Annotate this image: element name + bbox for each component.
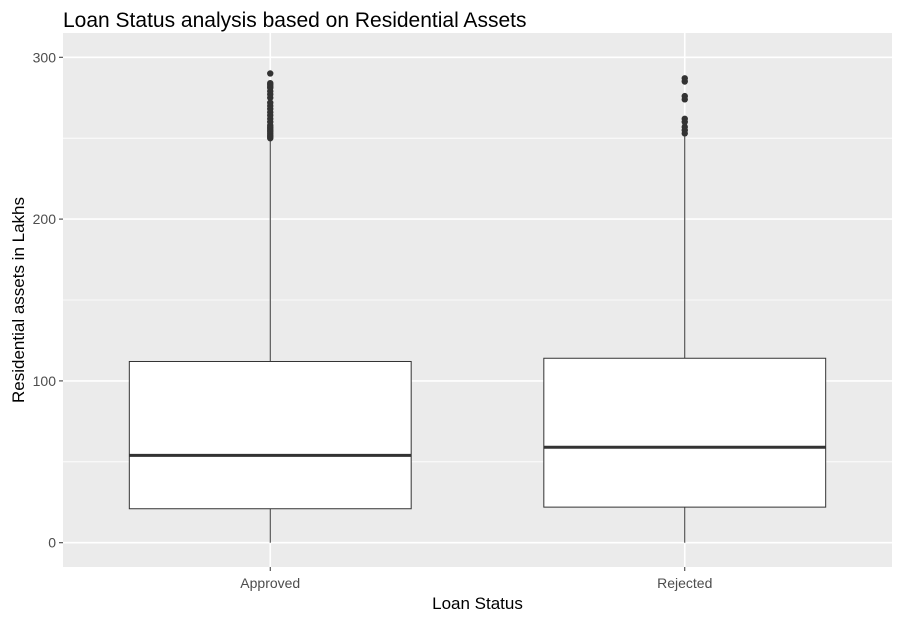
y-tick-label: 100: [33, 373, 57, 389]
boxes-layer: [128, 70, 827, 543]
chart-title: Loan Status analysis based on Residentia…: [63, 9, 526, 32]
y-tick-label: 300: [33, 49, 57, 65]
y-axis: 0 100 200 300: [33, 49, 63, 551]
box-rejected: [543, 75, 827, 543]
box-approved: [128, 70, 412, 543]
outlier-point: [681, 92, 688, 100]
x-axis: Approved Rejected: [240, 567, 712, 591]
iqr-box: [543, 357, 827, 508]
outlier-point: [267, 99, 274, 106]
outlier-point: [681, 75, 688, 82]
outlier-point: [681, 123, 688, 131]
x-axis-label: Loan Status: [432, 594, 523, 613]
x-tick-label: Approved: [240, 575, 300, 591]
y-tick-label: 0: [48, 535, 56, 551]
y-axis-label: Residential assets in Lakhs: [9, 197, 28, 403]
outlier-point: [681, 115, 688, 122]
outlier-point: [267, 79, 274, 87]
y-tick-label: 200: [33, 211, 57, 227]
x-tick-label: Rejected: [657, 575, 712, 591]
iqr-box: [128, 360, 412, 510]
outlier-point: [267, 70, 274, 77]
